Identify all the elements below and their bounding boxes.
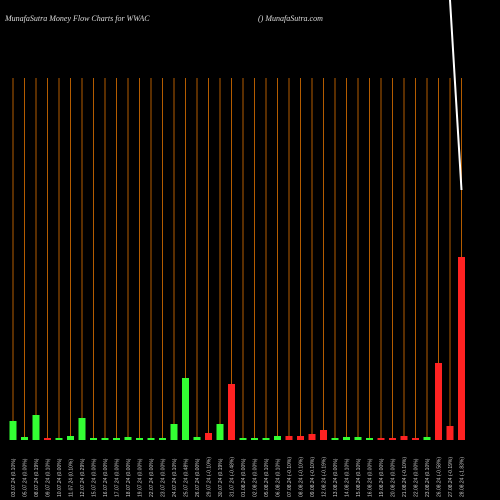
bar [308,434,316,440]
bar [389,438,396,440]
bar [78,418,86,440]
bar [458,257,465,440]
bar [354,437,362,440]
x-tick-label: 25.07.24 (0.48%) [184,458,190,497]
bar [331,438,339,440]
bar [21,437,28,440]
x-tick-label: 22.08.24 (0.00%) [414,458,420,497]
x-tick-label: 02.08.24 (0.00%) [253,458,259,497]
bar [147,438,155,440]
x-tick-label: 09.07.24 (0.10%) [46,458,52,497]
bar [228,384,235,440]
x-tick-label: 08.07.24 (0.19%) [34,458,40,497]
x-tick-label: 18.07.24 (0.00%) [126,458,132,497]
chart-title: MunafaSutra Money Flow Charts for WWAC [4,14,150,23]
bar [320,430,327,440]
bar [136,438,143,440]
x-tick-label: 20.08.24 (0.00%) [391,458,397,497]
x-tick-label: 05.07.24 (0.00%) [23,458,29,497]
bar [297,436,304,440]
x-tick-label: 26.08.24 (-0.58%) [437,457,443,497]
x-tick-label: 27.08.24 (-0.19%) [448,457,454,497]
bar [44,438,51,440]
bar [251,438,258,440]
x-tick-label: 15.07.24 (0.00%) [92,458,98,497]
bar [159,438,166,440]
bar [412,438,419,440]
bar [274,436,281,440]
x-tick-label: 17.07.24 (0.00%) [115,458,121,497]
bar [216,424,224,440]
x-tick-label: 09.08.24 (-0.10%) [310,457,316,497]
bar [400,436,408,440]
x-tick-label: 19.07.24 (0.00%) [138,458,144,497]
x-tick-label: 23.08.24 (0.10%) [425,458,431,497]
bar [32,415,40,440]
x-tick-label: 15.08.24 (0.10%) [356,458,362,497]
x-tick-label: 08.08.24 (-0.10%) [299,457,305,497]
bar [239,438,247,440]
bar [205,433,212,440]
x-tick-label: 24.07.24 (0.10%) [172,458,178,497]
x-tick-label: 13.08.24 (0.00%) [333,458,339,497]
bar [343,437,350,440]
x-tick-label: 16.07.24 (0.00%) [103,458,109,497]
x-tick-label: 05.08.24 (0.10%) [264,458,270,497]
bar [285,436,293,440]
x-tick-label: 07.08.24 (-0.10%) [287,457,293,497]
bar [193,437,201,440]
bar [377,438,385,440]
bar [90,438,97,440]
bar [366,438,373,440]
bar [67,436,74,440]
bar [182,378,189,440]
x-tick-label: 19.08.24 (0.00%) [379,458,385,497]
x-tick-label: 21.08.24 (-0.10%) [402,457,408,497]
x-tick-label: 03.07.24 (0.10%) [11,458,17,497]
x-tick-label: 12.07.24 (0.29%) [80,458,86,497]
x-tick-label: 22.07.24 (0.00%) [149,458,155,497]
price-line [448,0,463,191]
bar [423,437,431,440]
x-tick-label: 06.08.24 (0.10%) [276,458,282,497]
bar [55,438,63,440]
bar [262,438,270,440]
bar [113,438,120,440]
bar [170,424,178,440]
x-tick-label: 12.08.24 (-0.19%) [322,457,328,497]
bar [435,363,442,440]
x-tick-label: 29.07.24 (-0.10%) [207,457,213,497]
bar [9,421,17,440]
bar [446,426,454,440]
bar [101,438,109,440]
x-tick-label: 10.07.24 (0.00%) [57,458,63,497]
x-tick-label: 26.07.24 (0.00%) [195,458,201,497]
x-tick-label: 23.07.24 (0.00%) [161,458,167,497]
x-tick-label: 30.07.24 (0.19%) [218,458,224,497]
bar [124,437,132,440]
chart-subtitle: () MunafaSutra.com [258,14,323,23]
x-tick-label: 16.08.24 (0.00%) [368,458,374,497]
x-tick-label: 14.08.24 (0.10%) [345,458,351,497]
x-tick-label: 31.07.24 (-0.48%) [230,457,236,497]
x-tick-label: 28.08.24 (-1.83%) [460,457,466,497]
x-tick-label: 11.07.24 (0.10%) [69,459,75,497]
x-tick-label: 01.08.24 (0.00%) [241,458,247,497]
